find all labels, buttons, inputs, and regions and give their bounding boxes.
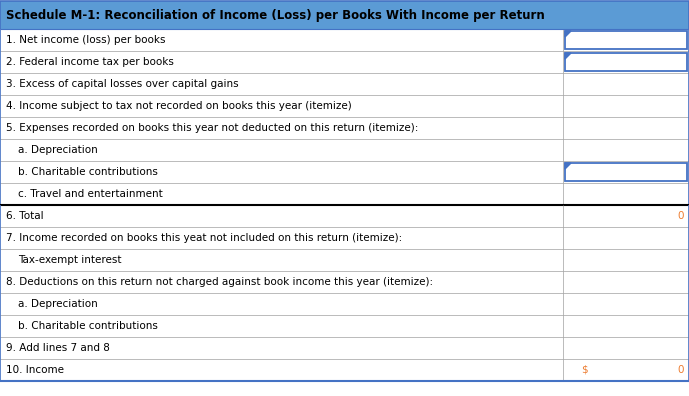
- Text: a. Depreciation: a. Depreciation: [18, 299, 98, 309]
- Bar: [565, 31, 687, 49]
- Bar: [0, 161, 689, 183]
- Bar: [0, 95, 689, 117]
- Bar: [565, 53, 687, 71]
- Text: 10. Income: 10. Income: [6, 365, 64, 375]
- Text: 6. Total: 6. Total: [6, 211, 43, 221]
- Bar: [0, 315, 689, 337]
- Text: c. Travel and entertainment: c. Travel and entertainment: [18, 189, 163, 199]
- Bar: [0, 139, 689, 161]
- Polygon shape: [565, 163, 571, 169]
- Text: 8. Deductions on this return not charged against book income this year (itemize): 8. Deductions on this return not charged…: [6, 277, 433, 287]
- Bar: [0, 117, 689, 139]
- Text: Tax-exempt interest: Tax-exempt interest: [18, 255, 121, 265]
- Bar: [0, 205, 689, 227]
- Bar: [0, 29, 689, 51]
- Bar: [0, 359, 689, 381]
- Bar: [0, 249, 689, 271]
- Text: a. Depreciation: a. Depreciation: [18, 145, 98, 155]
- Bar: [0, 271, 689, 293]
- Bar: [0, 73, 689, 95]
- Polygon shape: [565, 53, 571, 59]
- Text: 3. Excess of capital losses over capital gains: 3. Excess of capital losses over capital…: [6, 79, 238, 89]
- Text: Schedule M-1: Reconciliation of Income (Loss) per Books With Income per Return: Schedule M-1: Reconciliation of Income (…: [6, 8, 545, 21]
- Text: 0: 0: [677, 211, 684, 221]
- Bar: [0, 183, 689, 205]
- Bar: [0, 1, 689, 29]
- Text: $: $: [581, 365, 588, 375]
- Text: 9. Add lines 7 and 8: 9. Add lines 7 and 8: [6, 343, 110, 353]
- Text: b. Charitable contributions: b. Charitable contributions: [18, 167, 158, 177]
- Text: b. Charitable contributions: b. Charitable contributions: [18, 321, 158, 331]
- Bar: [0, 293, 689, 315]
- Text: 5. Expenses recorded on books this year not deducted on this return (itemize):: 5. Expenses recorded on books this year …: [6, 123, 418, 133]
- Bar: [0, 51, 689, 73]
- Bar: [565, 163, 687, 181]
- Text: 4. Income subject to tax not recorded on books this year (itemize): 4. Income subject to tax not recorded on…: [6, 101, 352, 111]
- Text: 2. Federal income tax per books: 2. Federal income tax per books: [6, 57, 174, 67]
- Text: 7. Income recorded on books this yeat not included on this return (itemize):: 7. Income recorded on books this yeat no…: [6, 233, 402, 243]
- Text: 0: 0: [677, 365, 684, 375]
- Text: 1. Net income (loss) per books: 1. Net income (loss) per books: [6, 35, 165, 45]
- Polygon shape: [565, 31, 571, 37]
- Bar: [0, 337, 689, 359]
- Bar: [0, 227, 689, 249]
